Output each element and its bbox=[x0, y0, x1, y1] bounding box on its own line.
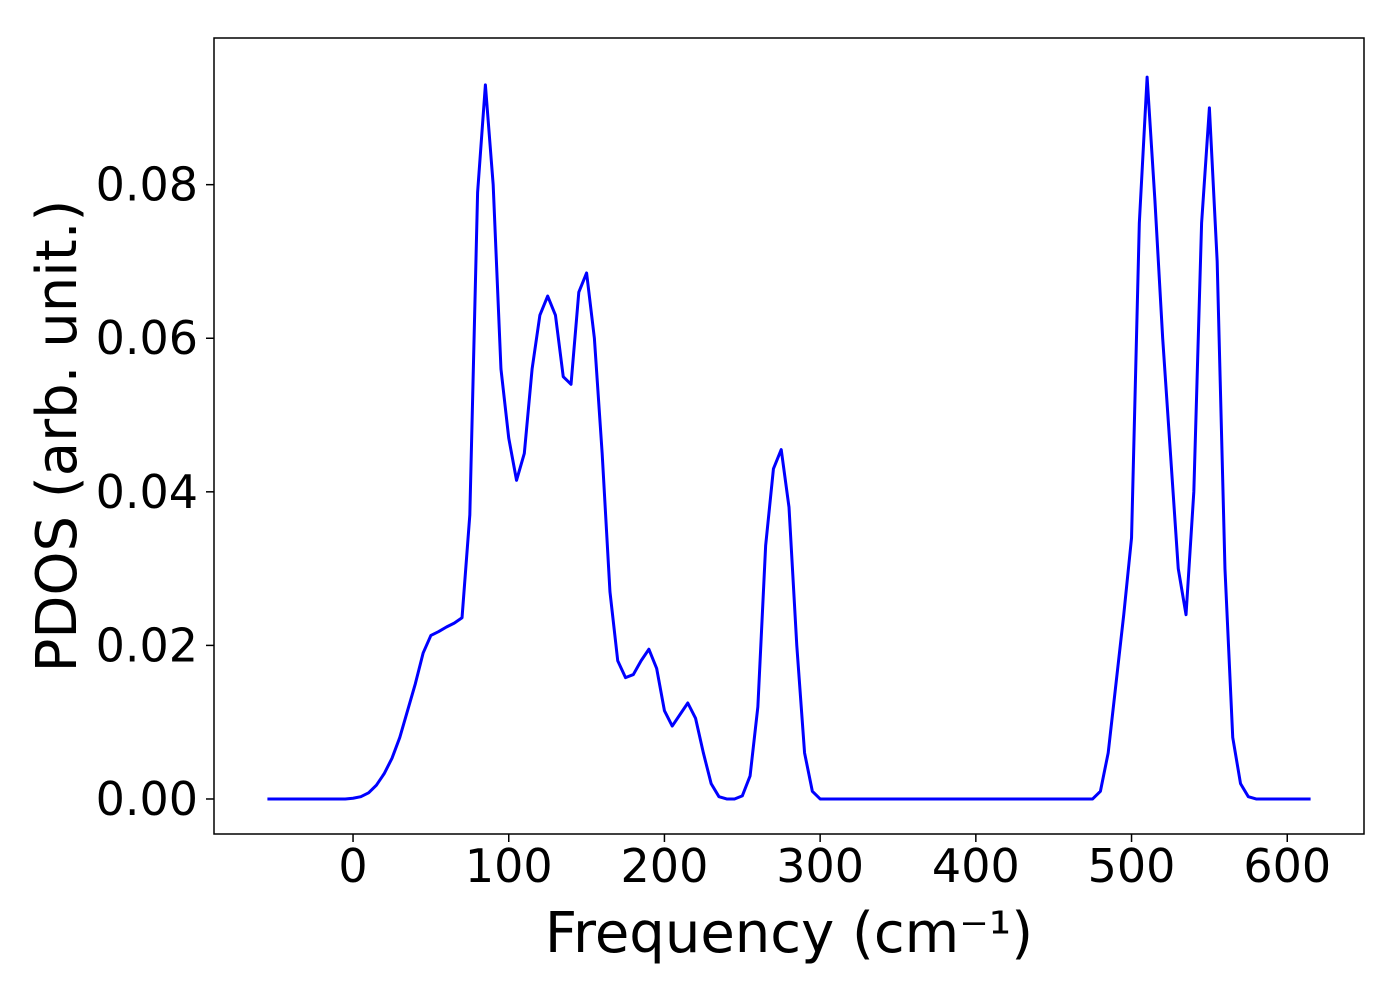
y-tick-label: 0.06 bbox=[96, 311, 198, 365]
plot-frame bbox=[213, 37, 1365, 835]
x-tick-label: 500 bbox=[1088, 839, 1176, 893]
x-tick-label: 0 bbox=[338, 839, 367, 893]
y-tick-label: 0.08 bbox=[96, 158, 198, 212]
x-tick-label: 200 bbox=[621, 839, 709, 893]
x-tick-label: 100 bbox=[465, 839, 553, 893]
x-tick-label: 400 bbox=[932, 839, 1020, 893]
y-tick-label: 0.04 bbox=[96, 465, 198, 519]
y-tick-label: 0.00 bbox=[96, 772, 198, 826]
x-tick-label: 600 bbox=[1243, 839, 1331, 893]
x-axis-label: Frequency (cm⁻¹) bbox=[545, 901, 1033, 966]
y-axis-label: PDOS (arb. unit.) bbox=[25, 200, 90, 673]
line-series bbox=[267, 75, 1311, 801]
y-tick-label: 0.02 bbox=[96, 618, 198, 672]
x-tick-label: 300 bbox=[776, 839, 864, 893]
